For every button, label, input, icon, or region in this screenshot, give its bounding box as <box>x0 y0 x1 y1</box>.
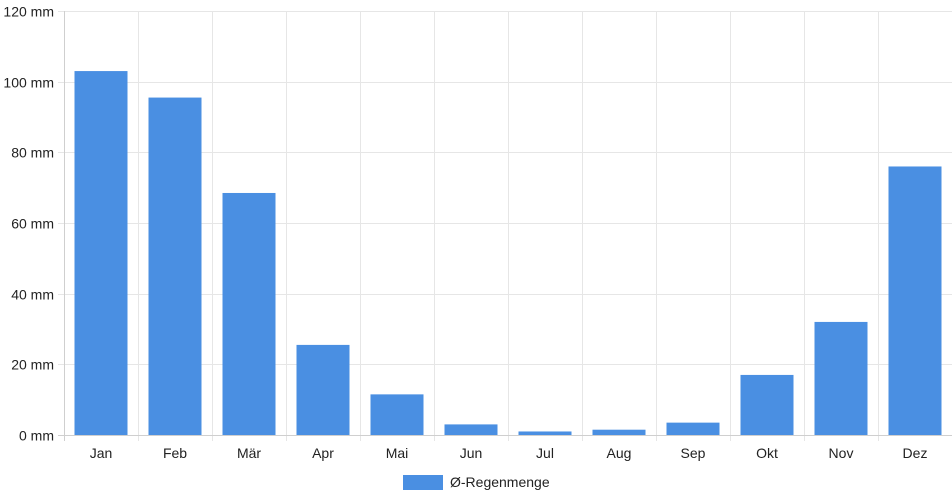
bar-mai[interactable] <box>370 394 424 435</box>
bar-jun[interactable] <box>444 424 498 435</box>
y-axis-tick-labels: 0 mm 20 mm 40 mm 60 mm 80 mm 100 mm 120 mm <box>3 4 54 444</box>
x-tick-label: Aug <box>607 445 632 461</box>
x-tick-label: Jul <box>536 445 554 461</box>
x-tick-label: Mai <box>386 445 409 461</box>
x-tick-label: Mär <box>237 445 261 461</box>
legend-swatch <box>403 475 443 490</box>
x-tick-label: Okt <box>756 445 778 461</box>
bar-sep[interactable] <box>666 422 720 435</box>
bar-dez[interactable] <box>888 166 942 435</box>
bar-nov[interactable] <box>814 321 868 435</box>
bar-jan[interactable] <box>74 71 128 435</box>
bar-jul[interactable] <box>518 431 572 435</box>
y-tick-label: 80 mm <box>11 145 54 161</box>
x-tick-label: Jan <box>90 445 113 461</box>
bar-series <box>74 71 942 435</box>
x-tick-label: Nov <box>829 445 854 461</box>
x-tick-label: Dez <box>903 445 928 461</box>
legend[interactable]: Ø-Regenmenge <box>403 474 550 490</box>
bar-feb[interactable] <box>148 97 202 435</box>
y-tick-label: 60 mm <box>11 216 54 232</box>
y-tick-label: 120 mm <box>3 4 54 20</box>
x-axis-tick-labels: Jan Feb Mär Apr Mai Jun Jul Aug Sep Okt Nov Dez <box>90 445 928 461</box>
x-tick-label: Apr <box>312 445 334 461</box>
bar-apr[interactable] <box>296 344 350 435</box>
legend-label: Ø-Regenmenge <box>450 474 550 490</box>
bar-okt[interactable] <box>740 374 794 435</box>
y-tick-label: 0 mm <box>19 428 54 444</box>
bar-mär[interactable] <box>222 192 276 435</box>
y-tick-label: 100 mm <box>3 75 54 91</box>
y-tick-label: 40 mm <box>11 287 54 303</box>
x-tick-label: Jun <box>460 445 483 461</box>
bar-aug[interactable] <box>592 429 646 435</box>
x-tick-label: Sep <box>681 445 706 461</box>
x-tick-label: Feb <box>163 445 187 461</box>
grid-lines <box>58 11 952 441</box>
y-tick-label: 20 mm <box>11 357 54 373</box>
